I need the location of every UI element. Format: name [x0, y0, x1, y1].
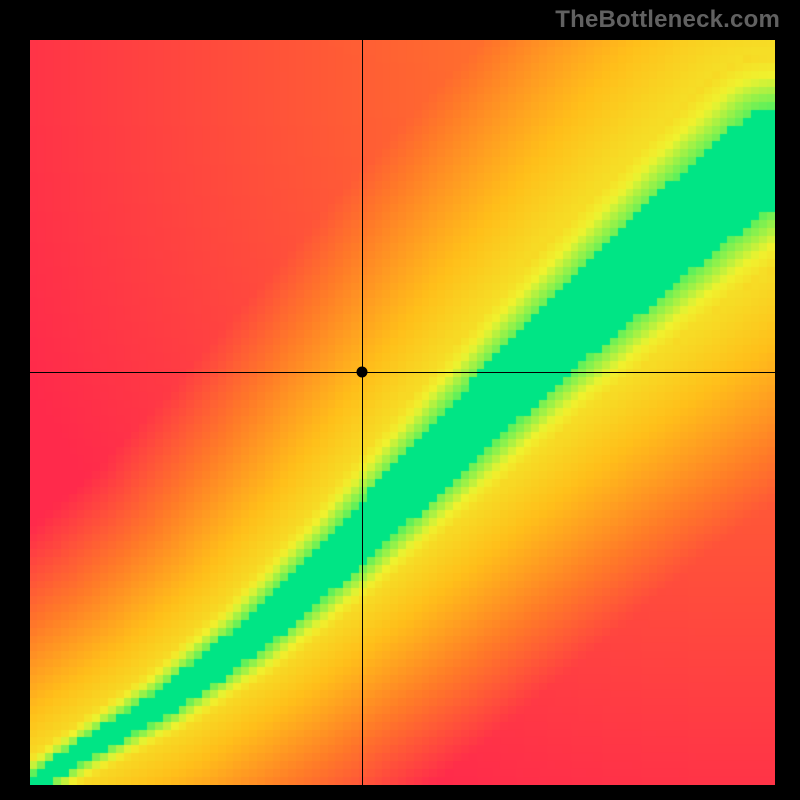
bottleneck-heatmap [30, 40, 775, 785]
crosshair-vertical-line [362, 40, 363, 785]
crosshair-marker-dot [356, 366, 367, 377]
watermark-text: TheBottleneck.com [555, 6, 780, 34]
crosshair-horizontal-line [30, 372, 775, 373]
chart-container: TheBottleneck.com [0, 0, 800, 800]
